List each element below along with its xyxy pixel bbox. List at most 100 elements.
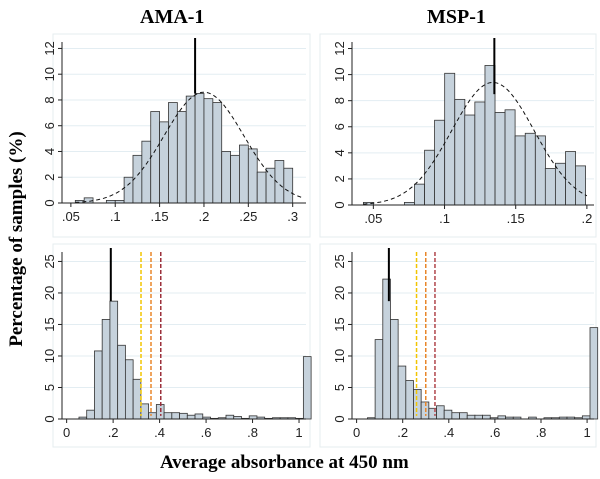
y-tick-label: 10 xyxy=(42,349,57,363)
y-tick-label: 2 xyxy=(42,174,57,181)
y-tick-label: 6 xyxy=(42,122,57,129)
x-tick-label: .3 xyxy=(287,209,298,224)
histogram-bar xyxy=(434,119,446,206)
y-tick-label: 0 xyxy=(332,415,347,422)
histogram-bar xyxy=(123,176,134,204)
histogram-bar xyxy=(514,135,526,206)
histogram-bar xyxy=(565,151,576,206)
histogram-bar xyxy=(534,135,546,206)
histogram-bar xyxy=(482,414,491,420)
histogram-bar xyxy=(171,412,180,420)
histogram-bar xyxy=(474,101,486,206)
histogram-bar xyxy=(589,327,599,420)
histogram-bar xyxy=(504,109,516,206)
x-tick-label: .1 xyxy=(110,209,121,224)
y-tick-label: 8 xyxy=(332,97,347,104)
x-tick-label: 1 xyxy=(295,425,302,440)
histogram-bar xyxy=(124,359,134,420)
histogram-panel-0: 0 2 4 6 8 10 12 .05 .1 .15 .2 .25 .3 xyxy=(42,33,311,238)
histogram-bar xyxy=(390,319,399,420)
histogram-bar xyxy=(413,388,422,420)
histogram-bar xyxy=(109,300,119,420)
histogram-bar xyxy=(397,365,407,420)
histogram-bar xyxy=(150,111,161,204)
histogram-bar xyxy=(168,102,178,204)
x-tick-label: .6 xyxy=(489,425,500,440)
histogram-bar xyxy=(474,414,483,420)
histogram-bar xyxy=(94,350,103,420)
histogram-bar xyxy=(464,114,476,206)
panel-title-msp1: MSP-1 xyxy=(427,6,486,28)
histogram-bar xyxy=(302,356,312,420)
histogram-bar xyxy=(186,414,196,420)
histogram-bar xyxy=(443,409,453,420)
normal-density-curve xyxy=(75,91,302,203)
x-tick-label: .8 xyxy=(536,425,547,440)
y-tick-label: 25 xyxy=(42,254,57,268)
y-tick-label: 15 xyxy=(332,317,347,331)
histogram-bar xyxy=(132,378,142,420)
histogram-bar xyxy=(140,403,150,420)
histogram-bar xyxy=(575,165,586,206)
histogram-bar xyxy=(424,149,436,206)
panel-title-ama1: AMA-1 xyxy=(140,6,205,28)
histogram-bar xyxy=(451,412,460,420)
normal-density-curve xyxy=(363,81,588,205)
y-tick-label: 20 xyxy=(332,286,347,300)
histogram-panel-1: 0 2 4 6 8 10 12 .05 .1 .15 .2 xyxy=(319,33,597,238)
y-tick-label: 4 xyxy=(332,149,347,156)
x-tick-label: .1 xyxy=(439,211,450,226)
histogram-bar xyxy=(454,98,466,206)
histogram-bar xyxy=(86,409,95,420)
histogram-bar xyxy=(141,140,152,204)
histogram-bar xyxy=(185,95,196,204)
histogram-bar xyxy=(212,102,223,204)
y-tick-label: 5 xyxy=(42,384,57,391)
x-tick-label: .15 xyxy=(507,211,525,226)
histogram-bar xyxy=(494,112,506,206)
histogram-bar xyxy=(459,412,468,420)
x-tick-label: .15 xyxy=(151,209,169,224)
histogram-bar xyxy=(179,412,188,420)
histogram-bar xyxy=(230,154,240,204)
y-tick-label: 2 xyxy=(332,175,347,182)
histogram-bar xyxy=(117,344,126,420)
y-tick-label: 10 xyxy=(42,67,57,81)
x-tick-label: .4 xyxy=(443,425,454,440)
x-tick-label: 0 xyxy=(63,425,70,440)
y-tick-label: 25 xyxy=(332,254,347,268)
histogram-bar xyxy=(203,98,214,204)
x-tick-label: .2 xyxy=(397,425,408,440)
histogram-bar xyxy=(159,121,169,204)
x-tick-label: .05 xyxy=(62,209,80,224)
histogram-bar xyxy=(555,162,566,206)
y-tick-label: 6 xyxy=(332,123,347,130)
histogram-bar xyxy=(239,144,249,204)
x-tick-label: .05 xyxy=(364,211,382,226)
histogram-bar xyxy=(283,167,294,204)
histogram-bar xyxy=(436,405,445,420)
histogram-bar xyxy=(247,148,258,204)
x-tick-label: .6 xyxy=(201,425,212,440)
y-tick-label: 0 xyxy=(332,201,347,208)
histogram-bar xyxy=(163,412,173,420)
histogram-bar xyxy=(374,339,384,420)
histogram-panel-2: 0 5 10 15 20 25 0 .2 .4 .6 .8 1 xyxy=(42,243,312,448)
histogram-bar xyxy=(221,151,231,204)
x-tick-label: .8 xyxy=(247,425,258,440)
y-tick-label: 12 xyxy=(332,41,347,55)
histogram-bar xyxy=(176,111,187,204)
histogram-bar xyxy=(405,380,414,420)
x-tick-label: .2 xyxy=(581,211,592,226)
y-tick-label: 0 xyxy=(42,199,57,206)
x-tick-label: 0 xyxy=(353,425,360,440)
histogram-bar xyxy=(524,132,536,206)
y-tick-label: 10 xyxy=(332,349,347,363)
histogram-bar xyxy=(444,72,456,206)
histogram-bar xyxy=(265,167,276,204)
x-tick-label: .25 xyxy=(239,209,257,224)
y-tick-label: 0 xyxy=(42,415,57,422)
histogram-bar xyxy=(466,414,476,420)
